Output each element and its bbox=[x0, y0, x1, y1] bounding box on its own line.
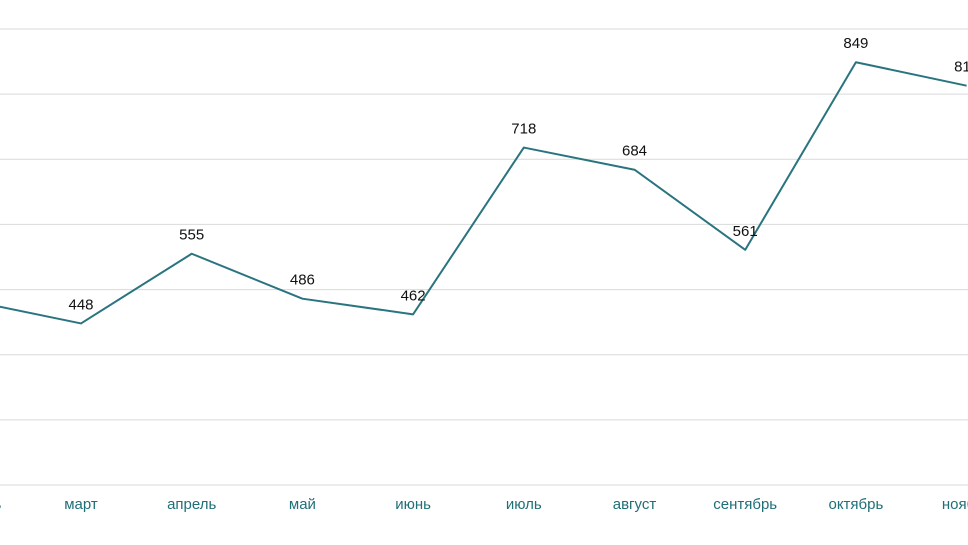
x-tick-label: апрель bbox=[167, 496, 216, 513]
data-label: 684 bbox=[622, 143, 647, 160]
data-label: 448 bbox=[68, 296, 93, 313]
x-tick-label: июнь bbox=[395, 496, 431, 513]
data-label: 462 bbox=[401, 287, 426, 304]
data-label: 718 bbox=[511, 121, 536, 138]
x-tick-label: ноябрь bbox=[942, 496, 968, 513]
data-label: 561 bbox=[733, 223, 758, 240]
data-label: 849 bbox=[843, 35, 868, 52]
data-label: 813 bbox=[954, 59, 968, 76]
x-tick-label: февраль bbox=[0, 496, 1, 513]
data-label: 555 bbox=[179, 227, 204, 244]
x-tick-label: сентябрь bbox=[713, 496, 777, 513]
x-tick-label: май bbox=[289, 496, 316, 513]
x-tick-label: октябрь bbox=[828, 496, 883, 513]
x-tick-label: июль bbox=[506, 496, 542, 513]
line bbox=[0, 61, 967, 325]
x-tick-label: март bbox=[64, 496, 98, 513]
x-tick-label: август bbox=[613, 496, 657, 513]
data-label: 486 bbox=[290, 272, 315, 289]
